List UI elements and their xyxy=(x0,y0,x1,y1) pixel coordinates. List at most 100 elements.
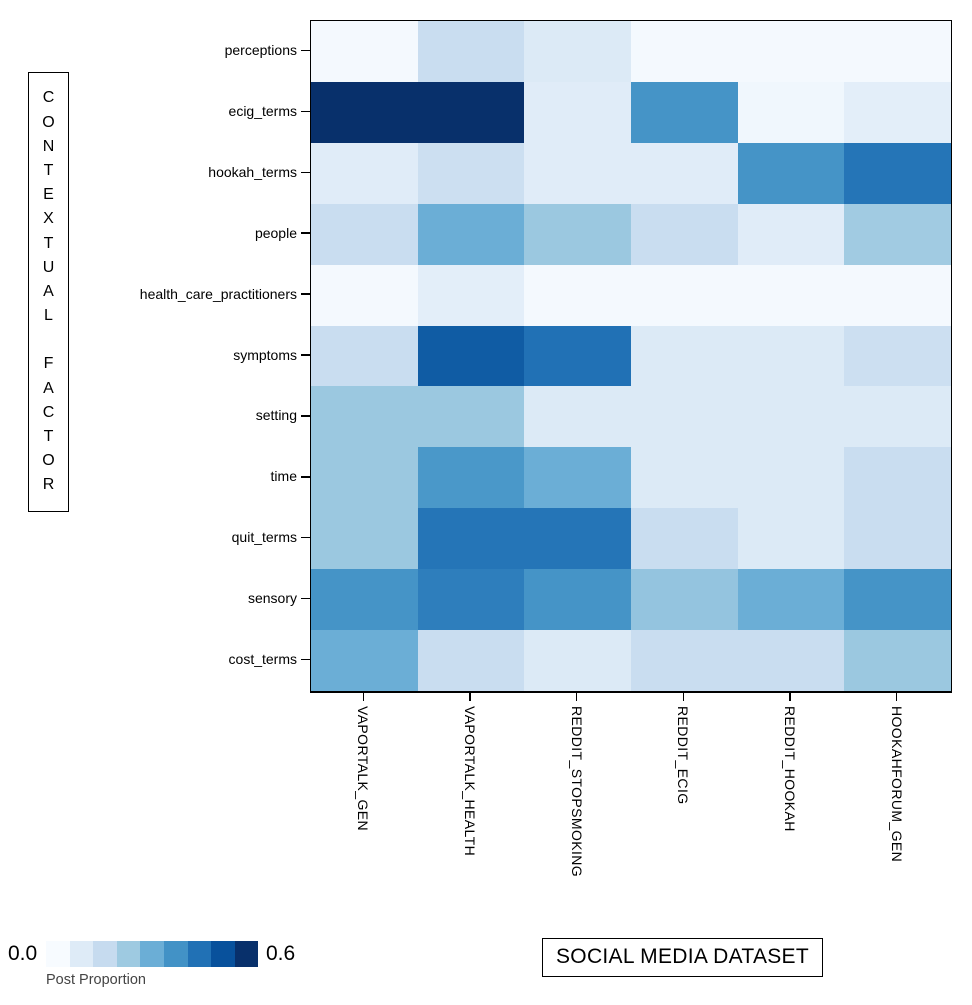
y-tick-mark xyxy=(301,597,310,600)
y-axis-title-letter: E xyxy=(43,186,54,204)
heatmap-cell xyxy=(524,142,631,204)
heatmap-cell xyxy=(737,21,845,82)
heatmap-cell xyxy=(737,264,845,326)
y-axis-title-letter: F xyxy=(43,355,54,373)
heatmap-cell xyxy=(844,325,951,387)
heatmap-cell xyxy=(844,569,951,631)
y-axis-title-letter: N xyxy=(42,137,55,155)
heatmap-cell xyxy=(844,508,951,570)
heatmap-cell xyxy=(630,508,738,570)
colorbar-swatch xyxy=(69,941,94,967)
heatmap-cell xyxy=(311,508,418,570)
y-axis-title-letter: X xyxy=(43,210,54,228)
y-axis-title-letter: O xyxy=(42,113,55,131)
x-tick-mark xyxy=(682,692,685,701)
y-tick-mark xyxy=(301,536,310,539)
heatmap-cell xyxy=(311,142,418,204)
colorbar-title: Post Proportion xyxy=(46,972,146,988)
colorbar-max-label: 0.6 xyxy=(266,942,296,965)
y-tick-label: hookah_terms xyxy=(208,163,297,180)
heatmap-cell xyxy=(844,447,951,509)
x-tick-label: HOOKAHFORUM_GEN xyxy=(888,706,905,863)
heatmap-cell xyxy=(524,325,631,387)
heatmap-cell xyxy=(844,142,951,204)
y-tick-label: ecig_terms xyxy=(228,102,297,119)
heatmap-cell xyxy=(737,386,845,448)
colorbar-swatch xyxy=(116,941,141,967)
heatmap-cell xyxy=(524,81,631,143)
heatmap-cell xyxy=(630,142,738,204)
heatmap-cell xyxy=(524,386,631,448)
y-axis-title-letter: O xyxy=(42,452,55,470)
y-tick-mark xyxy=(301,110,310,113)
heatmap-cell xyxy=(737,142,845,204)
heatmap-cell xyxy=(844,203,951,265)
heatmap-cell xyxy=(417,264,525,326)
heatmap-cell xyxy=(311,447,418,509)
heatmap-cell xyxy=(630,81,738,143)
x-tick-label: REDDIT_STOPSMOKING xyxy=(568,706,585,878)
y-tick-label: people xyxy=(254,224,297,241)
heatmap-cell xyxy=(844,21,951,82)
heatmap-cell xyxy=(844,81,951,143)
colorbar-swatches xyxy=(46,941,259,967)
heatmap-cell xyxy=(417,203,525,265)
heatmap-cell xyxy=(630,21,738,82)
y-axis-title-letter: A xyxy=(43,379,54,397)
heatmap-cell xyxy=(737,325,845,387)
x-tick-mark xyxy=(469,692,471,701)
x-tick-mark xyxy=(789,692,791,701)
y-tick-mark xyxy=(301,415,310,417)
heatmap-cell xyxy=(417,325,525,387)
y-axis-title-letter: U xyxy=(42,258,55,276)
y-tick-label: quit_terms xyxy=(231,529,297,546)
heatmap-cell xyxy=(630,569,738,631)
heatmap-cell xyxy=(630,386,738,448)
heatmap-cell xyxy=(417,386,525,448)
y-tick-label: time xyxy=(270,468,297,485)
heatmap-cell xyxy=(524,630,631,691)
heatmap-cell xyxy=(417,569,525,631)
heatmap-cell xyxy=(737,508,845,570)
heatmap-cell xyxy=(844,264,951,326)
heatmap-cell xyxy=(417,630,525,691)
heatmap-cell xyxy=(737,203,845,265)
heatmap-cell xyxy=(417,447,525,509)
heatmap-cell xyxy=(630,203,738,265)
heatmap-cell xyxy=(311,630,418,691)
heatmap-plot xyxy=(310,20,952,693)
colorbar-swatch xyxy=(211,941,235,967)
heatmap-cell xyxy=(311,203,418,265)
colorbar-swatch xyxy=(93,941,117,967)
y-axis-title-letter: L xyxy=(44,307,53,325)
colorbar-swatch xyxy=(234,941,259,967)
heatmap-cell xyxy=(737,81,845,143)
heatmap-cell xyxy=(417,508,525,570)
heatmap-cell xyxy=(524,569,631,631)
x-tick-mark xyxy=(362,692,365,701)
heatmap-cell xyxy=(630,264,738,326)
heatmap-cell xyxy=(417,21,525,82)
heatmap-cell xyxy=(311,386,418,448)
heatmap-cell xyxy=(737,447,845,509)
heatmap-cell xyxy=(630,325,738,387)
x-tick-mark xyxy=(575,692,578,701)
y-tick-label: perceptions xyxy=(224,41,297,58)
heatmap-cell xyxy=(737,630,845,691)
y-tick-label: setting xyxy=(255,407,297,424)
y-axis-title-letter: A xyxy=(43,282,54,300)
colorbar-swatch xyxy=(140,941,164,967)
heatmap-cell xyxy=(311,325,418,387)
heatmap-cell xyxy=(844,386,951,448)
y-tick-mark xyxy=(301,354,310,356)
colorbar-swatch xyxy=(46,941,70,967)
heatmap-cell xyxy=(737,569,845,631)
heatmap-cell xyxy=(524,21,631,82)
y-tick-mark xyxy=(301,293,310,295)
heatmap-cell xyxy=(524,447,631,509)
heatmap-cell xyxy=(311,81,418,143)
heatmap-cell xyxy=(630,447,738,509)
x-tick-label: VAPORTALK_HEALTH xyxy=(462,706,478,857)
